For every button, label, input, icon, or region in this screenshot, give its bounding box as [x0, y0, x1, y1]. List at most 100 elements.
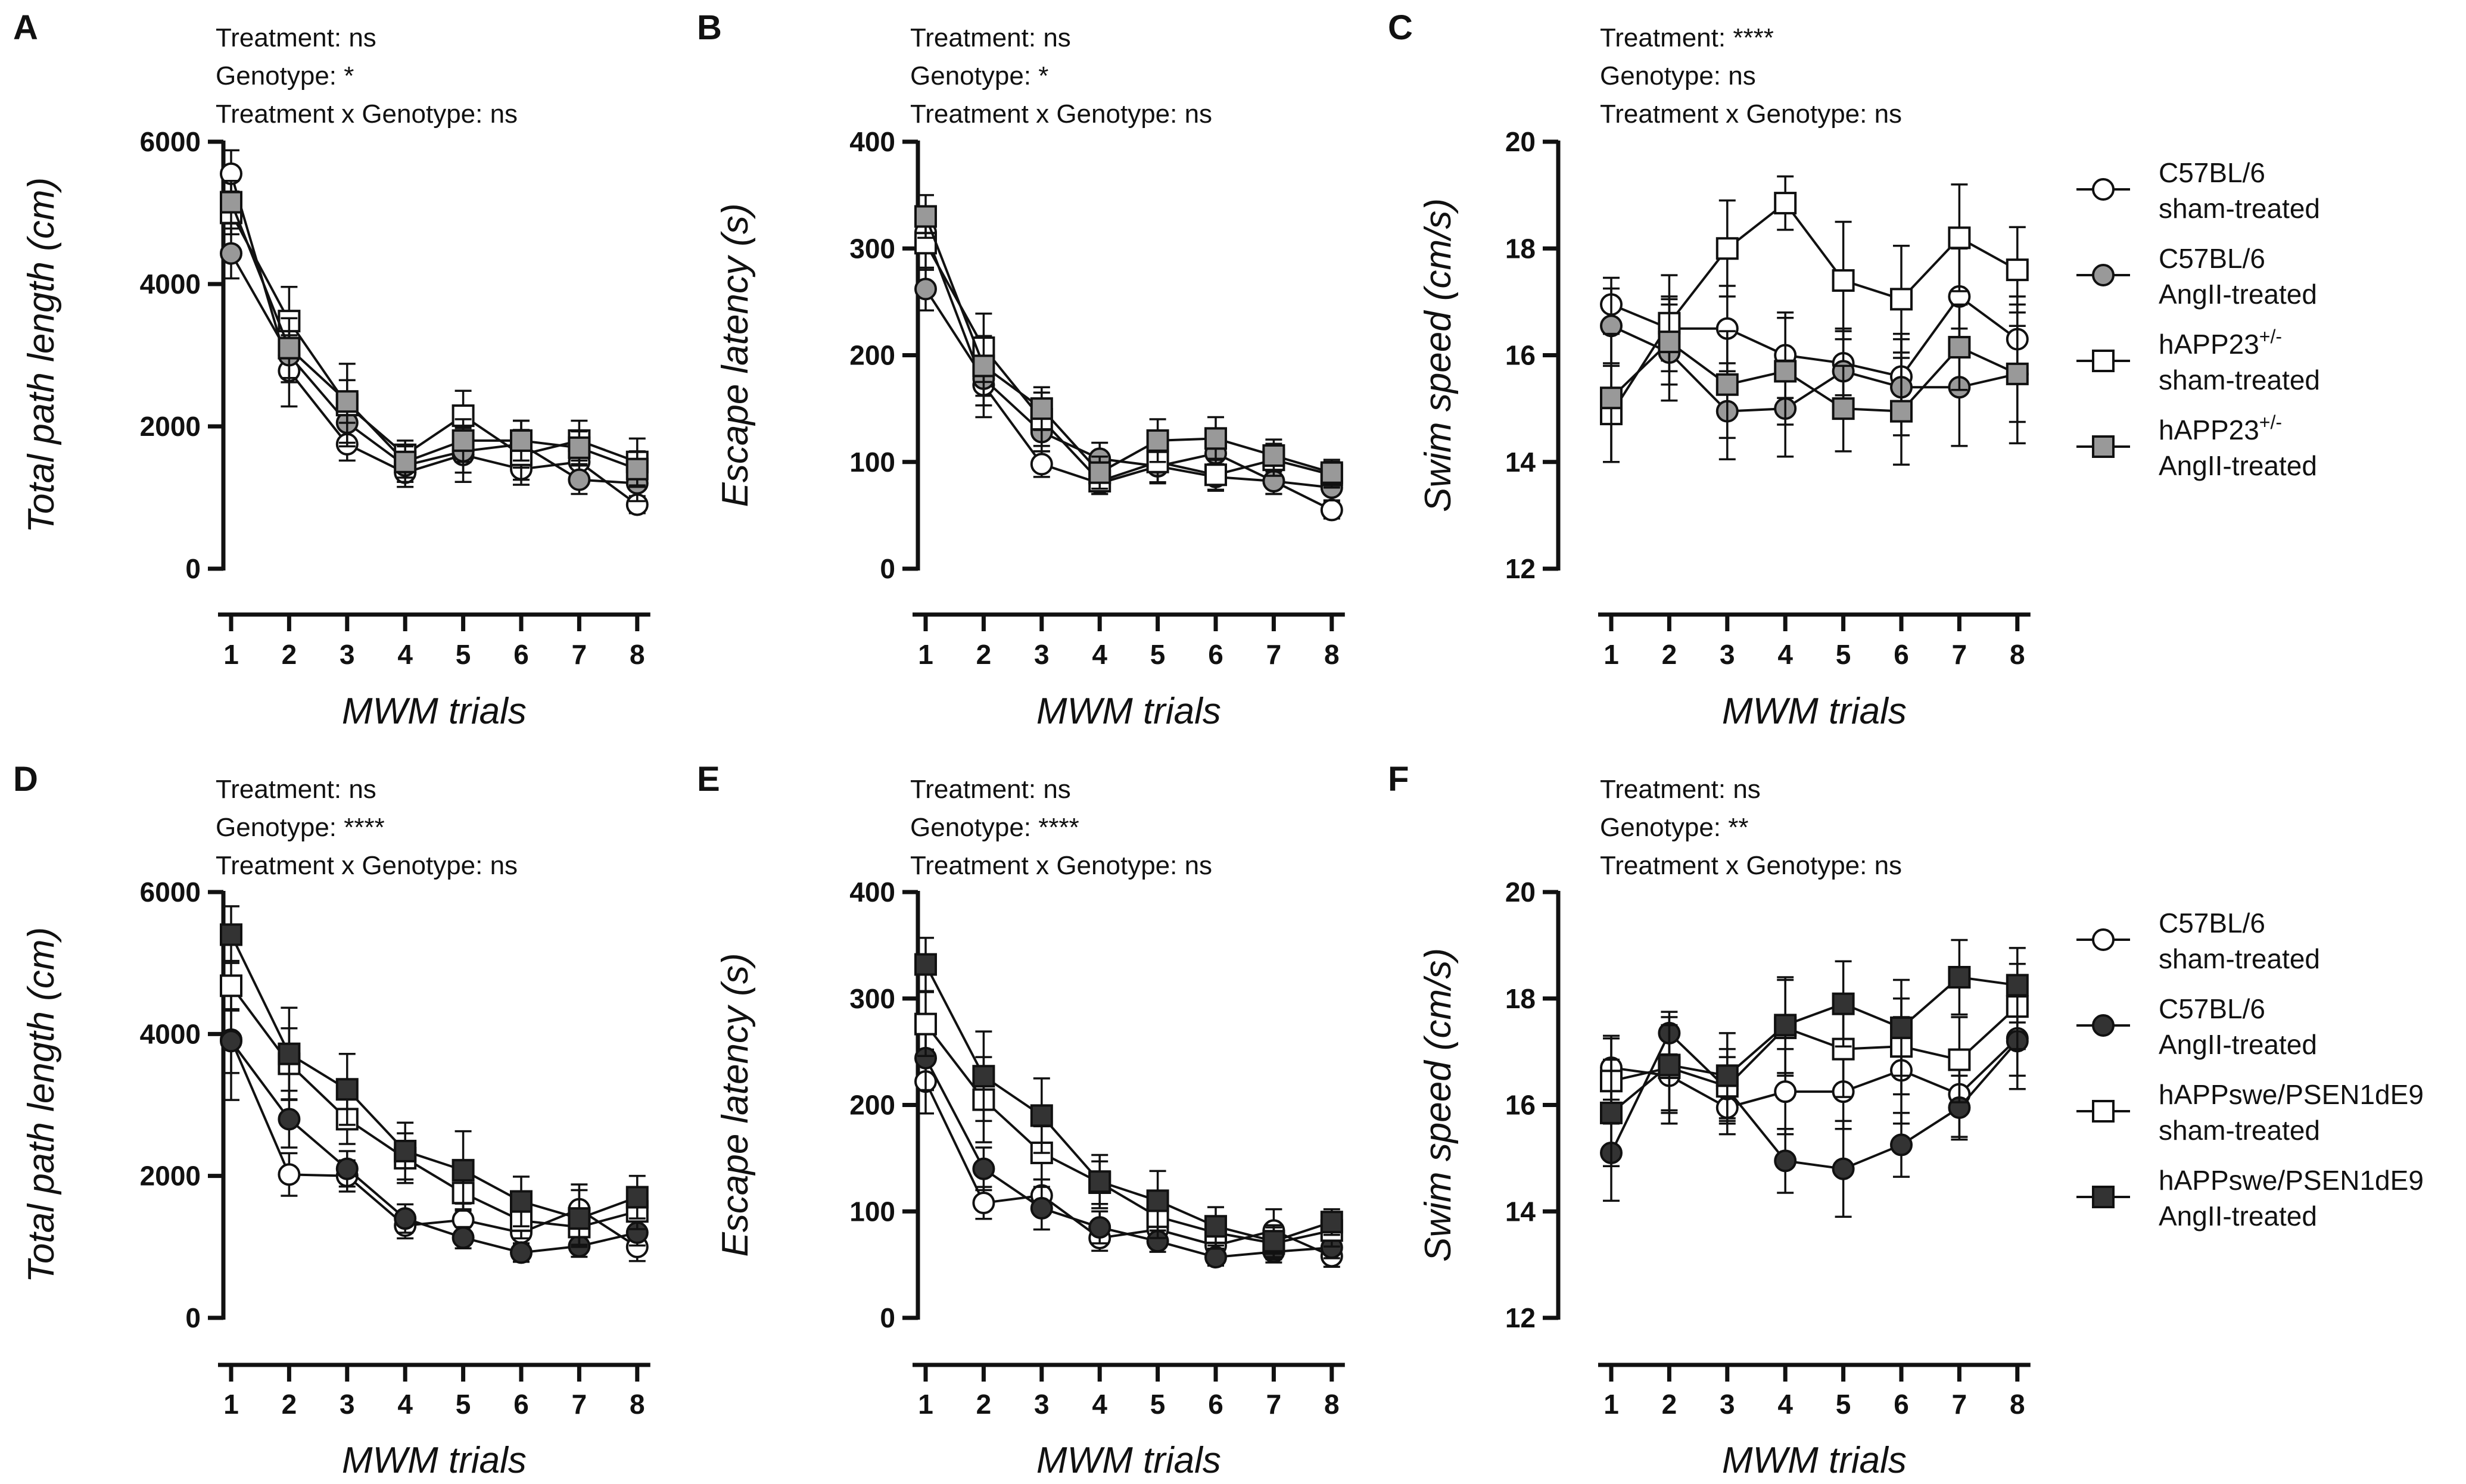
data-point [1890, 1133, 1913, 1156]
data-point [625, 1186, 649, 1209]
x-tick-label: 5 [456, 1389, 471, 1420]
y-axis-title: Swim speed (cm/s) [1418, 198, 1459, 512]
panel-letter: B [697, 8, 722, 47]
x-tick-label: 5 [456, 639, 471, 670]
data-point [1088, 1170, 1111, 1193]
data-point [1948, 966, 1971, 989]
data-point [335, 1157, 359, 1180]
x-axis-title: MWM trials [342, 1440, 527, 1481]
data-point [1658, 1053, 1681, 1077]
data-point [1204, 427, 1227, 450]
legend-marker [2092, 1014, 2115, 1037]
y-tick-label: 12 [1505, 553, 1536, 584]
panel-letter: F [1388, 760, 1409, 799]
data-point [1600, 1101, 1623, 1124]
y-tick-label: 2000 [140, 1161, 201, 1192]
y-tick-label: 18 [1505, 233, 1536, 264]
data-point [1204, 1215, 1227, 1238]
x-tick-label: 1 [918, 639, 933, 670]
x-tick-label: 4 [397, 1389, 413, 1420]
x-tick-label: 6 [513, 639, 529, 670]
x-tick-label: 5 [1836, 639, 1851, 670]
y-tick-label: 12 [1505, 1302, 1536, 1333]
y-tick-label: 16 [1505, 340, 1536, 371]
data-point [2006, 362, 2029, 385]
stat-line: Treatment: ns [910, 775, 1071, 804]
data-point [914, 1012, 937, 1036]
series-4 [914, 194, 1343, 490]
x-tick-label: 4 [397, 639, 413, 670]
data-point [972, 1191, 995, 1214]
data-point [914, 278, 937, 301]
stat-line: Genotype: **** [216, 813, 385, 842]
panel-letter: E [697, 760, 720, 799]
legend-label-line1: C57BL/6 [2159, 157, 2265, 188]
x-tick-label: 1 [223, 639, 239, 670]
data-point [1088, 1216, 1111, 1239]
x-tick-label: 7 [572, 1389, 587, 1420]
x-tick-label: 6 [1894, 1389, 1909, 1420]
series-line [1610, 1031, 2019, 1170]
x-tick-label: 3 [1034, 639, 1050, 670]
data-point [1262, 444, 1285, 467]
data-point [1832, 397, 1855, 420]
data-point [278, 1108, 301, 1131]
x-tick-label: 8 [2010, 639, 2025, 670]
legend-label-line2: AngII-treated [2159, 450, 2317, 481]
data-point [394, 450, 417, 473]
data-point [1715, 237, 1739, 260]
y-tick-label: 6000 [140, 126, 201, 157]
y-tick-label: 6000 [140, 877, 201, 908]
x-tick-label: 5 [1150, 1389, 1166, 1420]
x-tick-label: 8 [630, 1389, 645, 1420]
y-tick-label: 20 [1505, 126, 1536, 157]
x-tick-label: 6 [513, 1389, 529, 1420]
x-axis-title: MWM trials [1036, 691, 1221, 732]
data-point [625, 457, 649, 481]
chart-panel-e: E Treatment: ns Genotype: **** Treatment x … [697, 760, 1345, 1481]
legend-marker [2092, 435, 2115, 458]
y-tick-label: 4000 [140, 269, 201, 300]
series-4 [220, 179, 649, 488]
chart-panel-f: F Treatment: ns Genotype: ** Treatment x Ge… [1388, 760, 2031, 1481]
y-tick-label: 400 [849, 126, 895, 157]
data-point [220, 191, 242, 214]
data-point [1030, 453, 1053, 476]
data-point [220, 1030, 242, 1053]
x-tick-label: 2 [976, 639, 992, 670]
y-tick-label: 0 [880, 1302, 895, 1333]
x-tick-label: 5 [1150, 639, 1166, 670]
y-tick-label: 200 [849, 340, 895, 371]
stat-line: Treatment: **** [1600, 23, 1774, 52]
x-tick-label: 1 [1603, 639, 1619, 670]
legend-marker [2092, 1186, 2115, 1208]
data-point [1832, 269, 1855, 292]
data-point [2006, 258, 2029, 282]
legend-entry: C57BL/6 sham-treated [2076, 157, 2320, 224]
y-tick-label: 0 [880, 553, 895, 584]
data-point [972, 1065, 995, 1088]
series-4 [1600, 298, 2029, 466]
data-point [2006, 974, 2029, 997]
data-point [914, 205, 937, 228]
stat-line: Treatment x Genotype: ns [910, 851, 1212, 880]
legend-label-line2: sham-treated [2159, 193, 2320, 224]
data-point [1204, 1246, 1227, 1269]
data-point [568, 1207, 591, 1230]
x-tick-label: 1 [223, 1389, 239, 1420]
chart-panel-a: A Treatment: ns Genotype: * Treatment x Gen… [13, 8, 650, 732]
data-point [1320, 1211, 1343, 1234]
stat-line: Treatment x Genotype: ns [910, 99, 1212, 129]
stat-line: Genotype: ns [1600, 61, 1756, 91]
x-tick-label: 4 [1777, 1389, 1793, 1420]
stat-line: Genotype: * [910, 61, 1048, 91]
data-point [220, 923, 242, 946]
stat-line: Treatment: ns [910, 23, 1071, 52]
x-tick-label: 8 [1324, 639, 1340, 670]
x-tick-label: 6 [1208, 639, 1223, 670]
y-axis-title: Escape latency (s) [715, 953, 756, 1257]
x-tick-label: 3 [1720, 1389, 1735, 1420]
data-point [1832, 992, 1855, 1015]
legend-superscript: +/- [2259, 411, 2282, 433]
data-point [278, 1042, 301, 1065]
